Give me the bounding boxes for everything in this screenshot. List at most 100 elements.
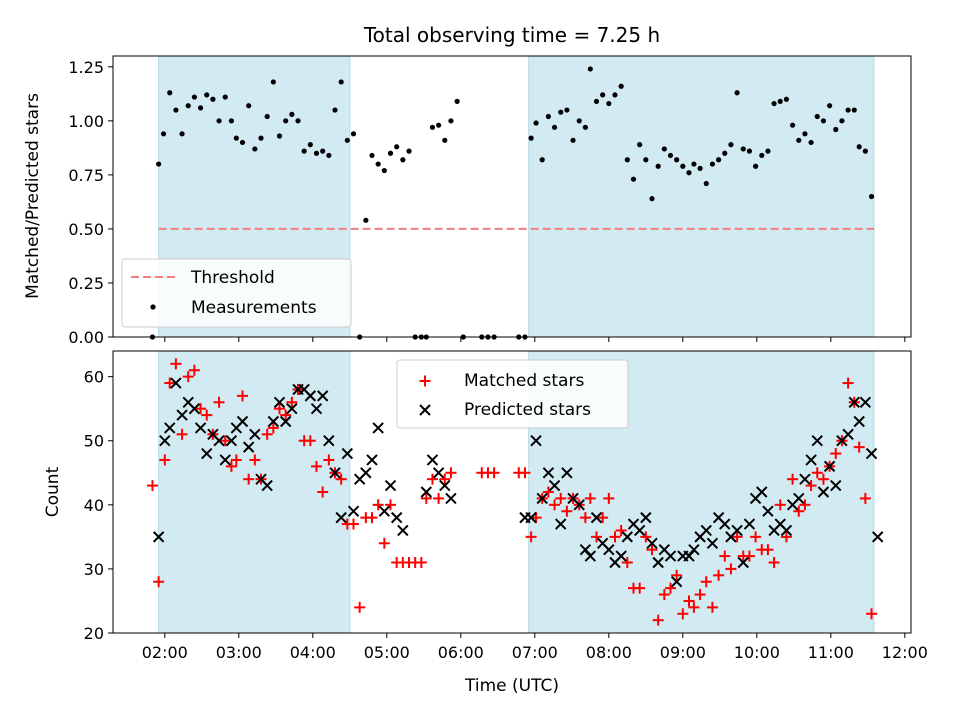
measurement-point	[606, 100, 612, 107]
measurement-point	[593, 98, 600, 104]
predicted-star-marker	[793, 492, 805, 505]
axes-frame	[112, 55, 912, 338]
measurement-point	[387, 150, 394, 156]
matched-star-marker	[555, 492, 567, 504]
predicted-star-marker	[700, 524, 712, 537]
predicted-star-marker	[859, 396, 872, 408]
measurement-point	[612, 92, 618, 98]
measurement-point	[326, 152, 332, 159]
measurement-point	[856, 144, 862, 150]
measurement-point	[667, 152, 674, 159]
measurement-point	[216, 118, 222, 124]
measurement-point	[570, 137, 576, 143]
matched-star-marker	[230, 454, 242, 466]
matched-star-marker	[590, 531, 602, 543]
predicted-star-marker	[432, 467, 445, 479]
predicted-star-marker	[347, 505, 360, 517]
predicted-star-marker	[633, 524, 646, 537]
top-panel: 0.00 0.25 0.50 0.75 1.00 1.25 Threshold Measure…	[68, 55, 912, 347]
matched-star-marker	[549, 499, 561, 511]
matched-star-marker	[323, 454, 335, 466]
measurement-point	[802, 131, 808, 137]
predicted-star-marker	[584, 550, 597, 562]
measurement-point	[197, 105, 204, 111]
matched-star-marker	[817, 473, 829, 485]
bottom-ytick-label: 20	[84, 624, 104, 643]
measurement-point	[375, 161, 381, 167]
measurement-point	[533, 120, 539, 126]
matched-star-marker	[866, 608, 878, 620]
predicted-star-marker	[310, 402, 323, 415]
measurement-point	[630, 176, 637, 182]
axes-frame	[112, 350, 912, 634]
matched-star-marker	[225, 460, 237, 472]
measurement-point	[655, 163, 661, 169]
matched-star-marker	[176, 428, 188, 440]
matched-star-marker	[646, 544, 658, 556]
measurement-point	[691, 161, 697, 167]
measurement-point	[759, 152, 765, 159]
predicted-star-marker	[176, 409, 188, 421]
measurement-point	[258, 135, 264, 141]
measurement-point	[851, 107, 857, 113]
matched-star-marker	[354, 601, 366, 613]
measurement-point	[839, 118, 845, 124]
measurement-point	[789, 122, 796, 128]
matched-star-marker	[842, 377, 854, 389]
measurement-point	[160, 131, 167, 137]
predicted-star-marker	[445, 492, 457, 505]
measurement-point	[783, 96, 790, 102]
legend-threshold-label: Threshold	[190, 268, 275, 288]
predicted-star-marker	[646, 537, 658, 549]
measurement-point	[528, 135, 534, 141]
measurement-point	[301, 148, 307, 154]
measurement-point	[307, 142, 313, 148]
measurement-point	[276, 133, 283, 139]
measurement-point	[740, 146, 746, 152]
measurement-point	[587, 66, 593, 72]
measurement-point	[252, 146, 258, 152]
measurement-point	[624, 157, 630, 163]
measurement-point	[381, 167, 387, 174]
measurement-point	[394, 144, 400, 150]
measurement-point	[442, 137, 448, 143]
predicted-star-marker	[279, 415, 292, 428]
measurement-point	[210, 96, 216, 102]
top-ytick-label: 1.00	[68, 112, 104, 131]
bottom-xtick-label: 04:00	[290, 643, 336, 662]
bottom-ytick-label: 40	[84, 496, 104, 515]
measurement-point	[406, 148, 412, 154]
measurement-point	[808, 139, 814, 146]
predicted-star-marker	[397, 524, 409, 537]
measurement-point	[697, 165, 703, 171]
matched-star-marker	[219, 435, 231, 447]
predicted-star-marker	[261, 479, 273, 492]
matched-star-marker	[579, 512, 591, 524]
bottom-xtick-label: 12:00	[882, 643, 928, 662]
bottom-ytick-label: 60	[84, 368, 104, 387]
matched-star-marker	[750, 531, 762, 543]
predicted-star-marker	[737, 556, 749, 569]
predicted-star-marker	[573, 499, 585, 511]
matched-star-marker	[372, 499, 384, 511]
measurement-point	[703, 180, 709, 187]
top-legend: Threshold Measurements	[121, 258, 352, 328]
measurement-point	[350, 131, 357, 137]
measurement-point	[558, 109, 564, 115]
measurement-point	[332, 107, 338, 113]
predicted-star-marker	[811, 435, 823, 447]
measurement-point	[204, 92, 210, 98]
predicted-star-marker	[719, 518, 731, 530]
measurement-point	[545, 113, 551, 120]
measurement-point	[228, 118, 235, 124]
predicted-star-marker	[159, 435, 171, 447]
predicted-star-marker	[780, 524, 793, 537]
matched-star-marker	[793, 505, 805, 517]
matched-star-marker	[519, 467, 531, 479]
matched-star-marker	[768, 557, 780, 568]
top-ytick-label: 1.25	[68, 58, 104, 77]
measurement-point	[185, 103, 191, 109]
measurement-point	[429, 124, 436, 130]
matched-star-marker	[774, 499, 786, 511]
legend-predicted-swatch	[419, 404, 431, 416]
